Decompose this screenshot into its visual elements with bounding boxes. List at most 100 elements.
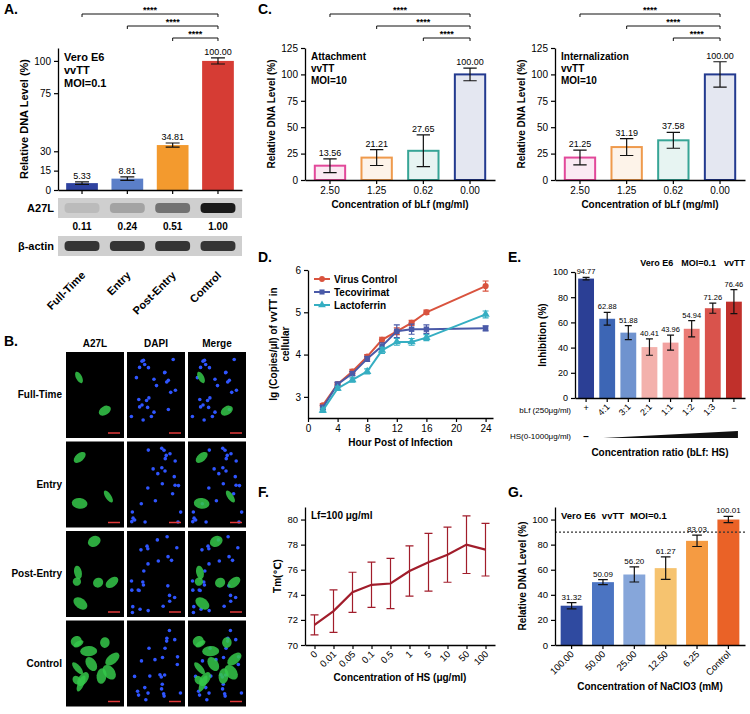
annotation: vvTT — [724, 258, 746, 268]
tick — [217, 190, 218, 194]
tick: 6 — [295, 265, 308, 276]
tick-mark — [217, 190, 218, 194]
tick-mark — [338, 418, 339, 422]
tick-mark — [634, 645, 635, 649]
nucleus — [168, 452, 172, 456]
error-bar — [379, 337, 385, 342]
image-frame — [188, 442, 246, 528]
plot-marks — [555, 516, 745, 645]
tick-mark — [486, 418, 487, 422]
tick: 0.05 — [336, 645, 357, 669]
figure: 5.338.8134.81100.00************015307510… — [0, 0, 750, 714]
nucleus — [198, 589, 202, 593]
nucleus — [130, 588, 134, 592]
legend-marker — [319, 289, 324, 294]
annotation: vvTT — [311, 63, 334, 74]
nucleus — [174, 388, 178, 392]
tick-mark — [81, 190, 82, 194]
marker — [364, 356, 369, 361]
tick-label: 100 — [532, 514, 548, 525]
tick-label: 2.50 — [320, 185, 340, 196]
tick: 5 — [422, 645, 434, 660]
axis-line — [556, 645, 746, 646]
annotation: MOI=10 — [311, 75, 347, 86]
axis-line — [575, 273, 576, 399]
nucleus — [173, 483, 177, 487]
axis-line — [576, 398, 746, 399]
tick-label: 3 — [295, 392, 301, 403]
axis-line — [309, 418, 494, 419]
x-axis-title: Concentration of NaClO3 (mM) — [577, 681, 723, 692]
nucleus — [192, 510, 196, 514]
panel-label: A. — [4, 1, 18, 17]
tick-mark — [371, 645, 372, 649]
series-line — [315, 545, 486, 625]
significance-label: **** — [166, 17, 181, 27]
nucleus — [232, 358, 236, 362]
tick-mark — [172, 190, 173, 194]
tick-mark — [333, 645, 334, 649]
bar — [561, 606, 583, 645]
nucleus — [218, 559, 222, 563]
tick-mark — [367, 418, 368, 422]
legend-label: Tecovirimat — [334, 287, 390, 298]
marker — [363, 367, 371, 374]
tick-label: 70 — [287, 640, 298, 651]
blot-value: 0.11 — [73, 221, 92, 232]
nucleus — [229, 629, 233, 633]
data-label: 50.09 — [593, 570, 614, 579]
y-axis-title: Relative DNA Level (%) — [18, 59, 30, 179]
tick-label: + — [583, 403, 588, 413]
tick-mark — [728, 645, 729, 649]
tick: 80 — [558, 293, 575, 303]
data-label: 62.88 — [598, 302, 617, 311]
error-bar — [598, 580, 608, 585]
category-label: Full-Time — [45, 269, 88, 312]
nucleus — [143, 520, 147, 524]
micrograph — [188, 442, 246, 528]
tick: 8 — [365, 418, 371, 434]
x-axis: 00.010.050.10.5151050100 — [306, 645, 496, 669]
nucleus — [166, 584, 170, 588]
tick-label: 1:3 — [701, 402, 717, 418]
infected-cell — [226, 574, 243, 590]
nucleus — [216, 384, 220, 388]
tick-label: 4 — [335, 423, 341, 434]
nucleus — [152, 410, 156, 414]
nucleus — [234, 638, 238, 642]
nucleus — [198, 398, 202, 402]
axis-line — [555, 508, 556, 646]
error-bar — [620, 139, 633, 156]
tick-label: 5 — [295, 307, 301, 318]
nucleus — [217, 472, 221, 476]
hs-sign: − — [583, 431, 589, 442]
tick: 0 — [45, 185, 58, 196]
nucleus — [197, 588, 201, 592]
error-bar — [166, 143, 180, 147]
error-bar — [667, 335, 674, 350]
nucleus — [140, 659, 144, 663]
tick-mark — [304, 270, 308, 271]
scale-bar — [169, 522, 181, 524]
image-frame — [66, 352, 124, 438]
tick: 25 — [537, 148, 555, 159]
category-label: Control — [187, 269, 223, 305]
tick-mark — [301, 154, 305, 155]
scale-bar — [108, 611, 120, 613]
bar — [157, 145, 189, 190]
tick-label: 4 — [295, 349, 301, 360]
tick-label: 50 — [456, 648, 471, 663]
tick-mark — [579, 180, 580, 184]
tick-mark — [551, 48, 555, 49]
nucleus — [224, 469, 228, 473]
nucleus — [143, 686, 147, 690]
tick-label: 100 — [531, 69, 548, 80]
annotation: MOI=0.1 — [630, 510, 667, 521]
tick-mark — [571, 322, 575, 323]
nucleus — [229, 452, 233, 456]
nucleus — [198, 693, 202, 697]
nucleus — [135, 376, 139, 380]
bar — [726, 302, 742, 398]
tick-label: 15 — [40, 165, 52, 176]
annotation: vvTT — [602, 510, 624, 521]
